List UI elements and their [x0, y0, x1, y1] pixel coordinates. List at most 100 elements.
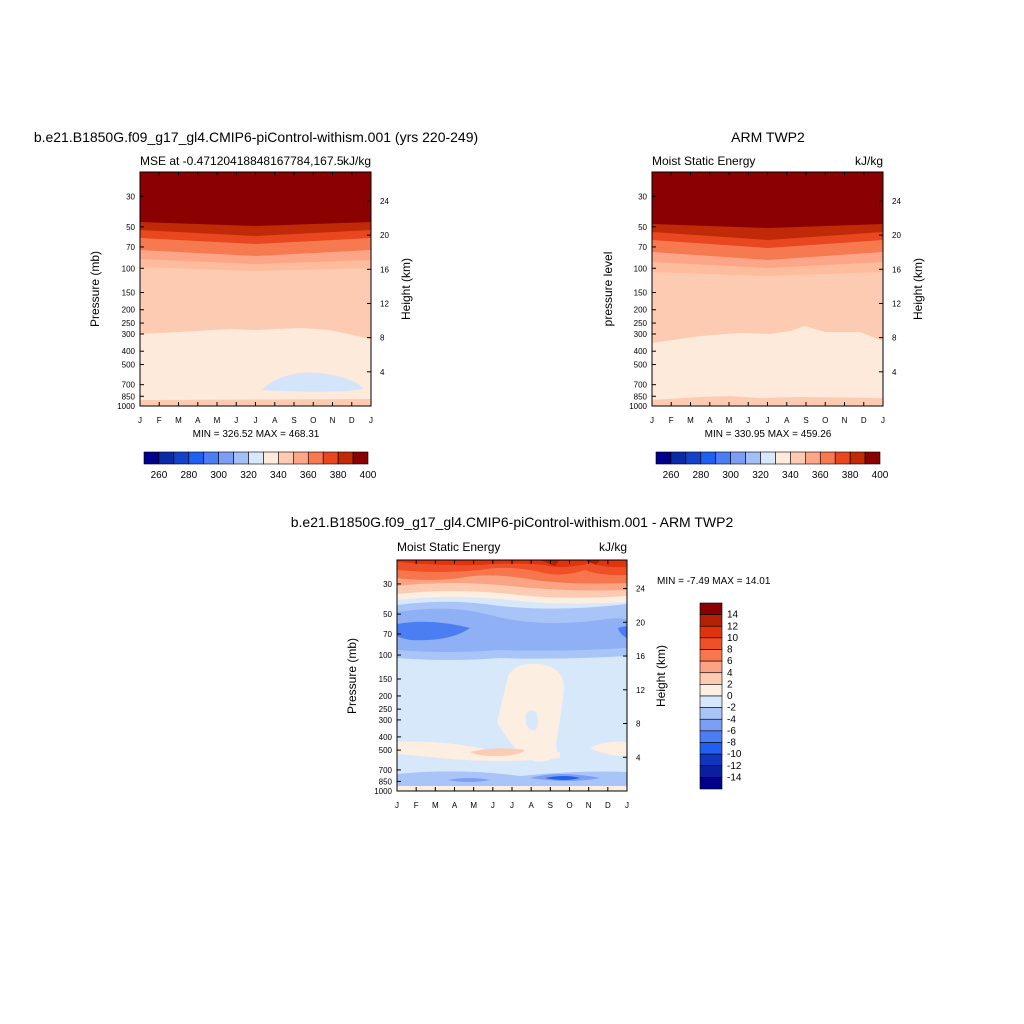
x-tick-label-10: N	[842, 416, 848, 425]
x-tick-label-12: J	[625, 801, 629, 810]
y-tick-label-150: 150	[122, 289, 136, 298]
y-tick-label-500: 500	[379, 746, 393, 755]
panel-diff-left-title: Moist Static Energy	[397, 540, 500, 554]
colorbar-box-15	[699, 777, 723, 790]
panel-diff-y2-ticks: 4 8 12 16 20 24	[623, 585, 645, 762]
colorbar-label-260: 260	[151, 470, 168, 481]
x-tick-label-11: D	[349, 416, 355, 425]
colorbar-box-13	[337, 451, 354, 465]
colorbar-label-6: 6	[727, 656, 733, 667]
colorbar-box-9	[278, 451, 294, 465]
x-tick-label-8: S	[548, 801, 553, 810]
x-tick-label-3: A	[707, 416, 713, 425]
y-tick-label-70: 70	[638, 243, 647, 252]
panel-obs-colorbar: 260 280 300 320 340 360 380 400	[655, 451, 889, 481]
x-tick-label-10: N	[330, 416, 336, 425]
colorbar-label-2: 2	[727, 679, 733, 690]
panel-model-minmax: MIN = 326.52 MAX = 468.31	[193, 429, 320, 440]
y-tick-label-250: 250	[634, 319, 648, 328]
panel-model-main-title: b.e21.B1850G.f09_g17_gl4.CMIP6-piControl…	[34, 129, 478, 145]
colorbar-box-4	[699, 649, 723, 662]
y-tick-label-1000: 1000	[374, 787, 392, 796]
y2-tick-label-8: 8	[636, 720, 641, 729]
colorbar-box-0	[143, 451, 160, 465]
colorbar-label--6: -6	[727, 726, 736, 737]
y-tick-label-250: 250	[379, 705, 393, 714]
y-tick-label-150: 150	[634, 289, 648, 298]
colorbar-box-12	[834, 451, 851, 465]
colorbar-label-340: 340	[270, 470, 287, 481]
y2-tick-label-16: 16	[380, 265, 389, 274]
colorbar-label--14: -14	[727, 772, 742, 783]
colorbar-box-11	[307, 451, 324, 465]
colorbar-box-6	[699, 672, 723, 685]
y-tick-label-300: 300	[379, 716, 393, 725]
y-tick-label-250: 250	[122, 319, 136, 328]
band-diff-p2	[470, 748, 525, 756]
x-tick-label-8: S	[803, 416, 808, 425]
band-diff-m8-low	[545, 776, 580, 780]
x-tick-label-5: J	[234, 416, 238, 425]
x-tick-label-4: M	[726, 416, 733, 425]
x-tick-label-1: F	[414, 801, 419, 810]
panel-obs-y2-ticks: 4 8 12 16 20 24	[879, 197, 901, 377]
y-tick-label-850: 850	[634, 392, 648, 401]
colorbar-label-280: 280	[692, 470, 709, 481]
colorbar-box-7	[699, 684, 723, 697]
panel-diff: b.e21.B1850G.f09_g17_gl4.CMIP6-piControl…	[291, 514, 771, 810]
colorbar-label-400: 400	[872, 470, 889, 481]
x-tick-label-7: A	[272, 416, 278, 425]
y-tick-label-700: 700	[634, 381, 648, 390]
panel-diff-minmax: MIN = -7.49 MAX = 14.01	[657, 576, 771, 587]
y-tick-label-400: 400	[122, 347, 136, 356]
y-tick-label-70: 70	[126, 243, 135, 252]
y-tick-label-400: 400	[379, 733, 393, 742]
colorbar-box-7	[248, 451, 264, 465]
y-tick-label-300: 300	[122, 330, 136, 339]
y-tick-label-70: 70	[383, 630, 392, 639]
colorbar-box-3	[188, 451, 205, 465]
colorbar-box-13	[849, 451, 866, 465]
y-tick-label-50: 50	[383, 610, 392, 619]
band-diff-14	[540, 560, 600, 566]
band-diff-p0-c	[590, 741, 627, 756]
x-tick-label-2: M	[687, 416, 694, 425]
panel-diff-plot	[397, 560, 627, 791]
colorbar-box-13	[699, 753, 723, 767]
panel-diff-ylabel: Pressure (mb)	[345, 638, 359, 714]
colorbar-box-3	[699, 637, 723, 650]
y-tick-label-200: 200	[634, 306, 648, 315]
x-tick-label-11: D	[861, 416, 867, 425]
y-tick-label-150: 150	[379, 675, 393, 684]
colorbar-label-380: 380	[330, 470, 347, 481]
y-tick-label-700: 700	[379, 766, 393, 775]
colorbar-box-12	[322, 451, 339, 465]
x-tick-label-5: J	[746, 416, 750, 425]
colorbar-box-1	[699, 614, 723, 627]
y2-tick-label-8: 8	[380, 334, 385, 343]
band-diff-hole	[526, 710, 538, 731]
panel-model-plot	[140, 172, 371, 406]
x-tick-label-12: J	[881, 416, 885, 425]
colorbar-box-4	[715, 451, 731, 465]
x-tick-label-4: M	[470, 801, 477, 810]
x-tick-label-3: A	[452, 801, 458, 810]
y-tick-label-30: 30	[383, 580, 392, 589]
colorbar-box-0	[655, 451, 672, 465]
x-tick-label-10: N	[586, 801, 592, 810]
x-tick-label-8: S	[291, 416, 296, 425]
panel-obs-left-title: Moist Static Energy	[652, 154, 755, 168]
y-tick-label-1000: 1000	[117, 402, 135, 411]
panel-model-y2-ticks: 4 8 12 16 20 24	[367, 197, 389, 377]
panel-obs-plot	[652, 172, 883, 406]
y-tick-label-100: 100	[379, 651, 393, 660]
y-tick-label-100: 100	[122, 264, 136, 273]
x-tick-label-2: M	[432, 801, 439, 810]
colorbar-box-0	[699, 602, 723, 615]
panel-diff-right-title: kJ/kg	[599, 540, 627, 554]
x-tick-label-9: O	[822, 416, 828, 425]
x-tick-label-7: A	[784, 416, 790, 425]
